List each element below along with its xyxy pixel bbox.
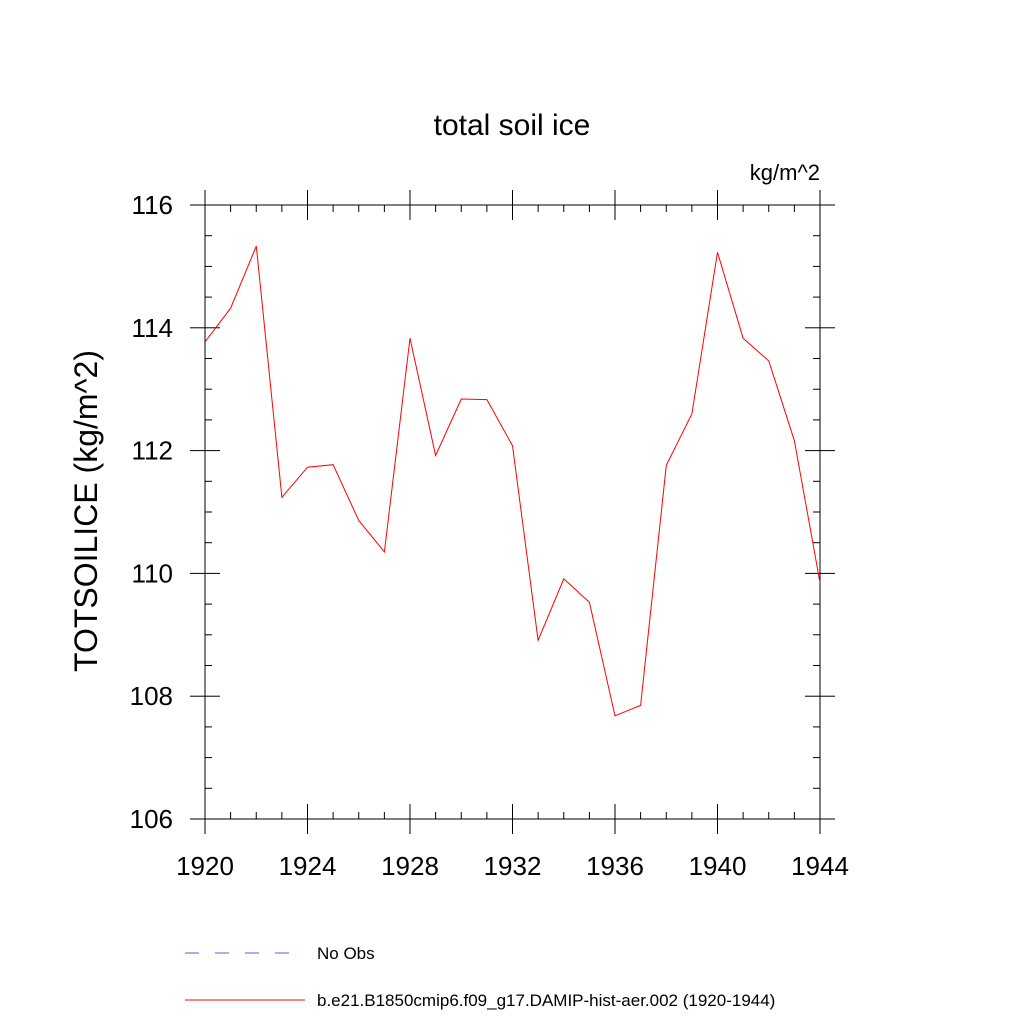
chart-title: total soil ice xyxy=(434,109,591,142)
series-line-0 xyxy=(204,245,821,717)
y-axis-label: TOTSOILICE (kg/m^2) xyxy=(68,350,104,672)
legend: No Obs b.e21.B1850cmip6.f09_g17.DAMIP-hi… xyxy=(185,944,775,1010)
y-tick-label: 112 xyxy=(132,436,173,466)
x-tick-label: 1936 xyxy=(586,851,644,881)
y-tick-label: 114 xyxy=(132,313,173,343)
y-tick-label: 106 xyxy=(130,804,173,834)
x-tick-label: 1944 xyxy=(791,851,849,881)
y-tick-labels: 106 108 110 112 114 116 xyxy=(130,190,173,834)
y-tick-label: 116 xyxy=(132,190,173,220)
x-tick-labels: 1920 1924 1928 1932 1936 1940 1944 xyxy=(176,851,849,881)
axis-ticks xyxy=(190,190,835,834)
legend-label-no-obs: No Obs xyxy=(317,944,375,963)
x-tick-label: 1932 xyxy=(484,851,542,881)
units-label: kg/m^2 xyxy=(750,160,820,185)
x-tick-label: 1928 xyxy=(381,851,439,881)
y-tick-label: 108 xyxy=(130,681,173,711)
y-tick-label: 110 xyxy=(132,558,173,588)
series-layer xyxy=(204,245,821,717)
plot-frame xyxy=(204,204,821,820)
x-tick-label: 1940 xyxy=(689,851,747,881)
legend-label-model: b.e21.B1850cmip6.f09_g17.DAMIP-hist-aer.… xyxy=(317,991,775,1010)
x-tick-label: 1924 xyxy=(279,851,337,881)
x-tick-label: 1920 xyxy=(176,851,234,881)
